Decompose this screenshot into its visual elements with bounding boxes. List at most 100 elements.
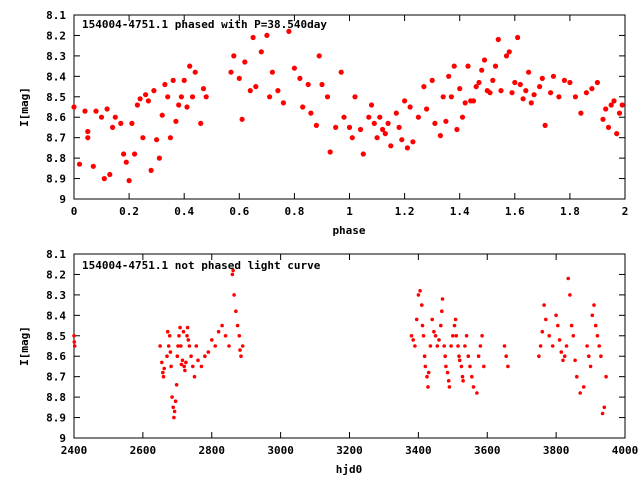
y-tick-label: 8.8: [46, 152, 66, 165]
data-point: [239, 354, 243, 359]
data-point: [428, 344, 433, 348]
data-point: [556, 323, 560, 328]
y-axis-label: I[mag]: [18, 87, 31, 127]
data-point: [247, 88, 253, 94]
data-point: [269, 69, 275, 75]
y-tick-label: 9: [59, 432, 66, 445]
data-point: [539, 75, 545, 81]
data-point: [308, 110, 314, 116]
data-point: [478, 344, 483, 348]
data-point: [457, 86, 463, 92]
data-point: [352, 94, 358, 100]
data-point: [121, 151, 127, 157]
data-point: [396, 124, 402, 130]
data-point: [603, 106, 609, 112]
data-point: [487, 90, 493, 96]
data-point: [480, 334, 484, 338]
data-point: [407, 104, 413, 110]
data-point: [192, 69, 198, 75]
data-point: [173, 399, 178, 404]
data-point: [191, 364, 195, 369]
data-point: [185, 325, 190, 330]
x-tick-label: 0.8: [284, 205, 304, 218]
data-point: [341, 114, 347, 120]
x-tick-label: 3800: [543, 444, 570, 457]
data-point: [181, 329, 186, 334]
data-point: [415, 114, 421, 120]
data-point: [448, 94, 454, 100]
data-point: [118, 120, 124, 126]
x-tick-labels: 2400 2600 2800 3000 3200 3400 3600 3800 4000: [61, 444, 639, 457]
data-point: [583, 90, 590, 96]
data-point: [235, 323, 240, 328]
data-point: [540, 329, 545, 334]
data-point: [437, 133, 443, 139]
y-tick-label: 9: [59, 193, 66, 206]
data-point: [616, 110, 623, 116]
data-point: [198, 120, 204, 126]
data-point: [443, 118, 449, 124]
data-point: [253, 84, 259, 90]
x-tick-label: 3000: [267, 444, 294, 457]
data-point: [409, 334, 414, 338]
x-tick-label: 4000: [612, 444, 639, 457]
data-point: [482, 364, 486, 369]
x-tick-label: 2800: [199, 444, 226, 457]
data-point: [232, 293, 236, 297]
data-point: [71, 104, 77, 110]
tick-marks: [73, 14, 626, 200]
x-tick-label: 0.2: [119, 205, 139, 218]
y-tick-labels: 8.1 8.2 8.3 8.4 8.5 8.6 8.7 8.8 8.9 9: [46, 248, 66, 445]
data-point: [526, 69, 532, 75]
data-point: [567, 79, 573, 86]
data-point: [605, 124, 612, 130]
data-point: [464, 334, 469, 338]
data-point: [600, 411, 605, 416]
data-point: [300, 104, 306, 110]
data-point: [313, 122, 319, 128]
data-point: [172, 409, 177, 414]
data-point: [237, 334, 242, 338]
data-point: [366, 114, 372, 120]
data-point: [206, 350, 211, 354]
data-point: [589, 86, 595, 92]
x-tick-label: 1: [346, 205, 353, 218]
data-point: [578, 110, 584, 116]
data-point: [385, 120, 391, 126]
data-point: [443, 354, 448, 359]
data-point: [459, 114, 466, 120]
data-point: [614, 131, 620, 137]
data-point: [324, 94, 331, 100]
y-tick-label: 8.5: [46, 91, 66, 104]
data-point: [435, 344, 440, 348]
data-point: [179, 362, 184, 367]
data-point: [216, 329, 221, 334]
data-point: [451, 334, 455, 338]
data-point: [418, 289, 422, 293]
data-point: [178, 325, 182, 330]
data-point: [179, 344, 183, 348]
data-point: [433, 334, 438, 338]
data-point: [476, 79, 482, 86]
data-point: [531, 92, 537, 98]
data-point: [156, 155, 162, 161]
data-point: [566, 276, 570, 281]
data-point: [421, 334, 426, 338]
data-point: [349, 135, 355, 141]
data-point: [286, 28, 292, 34]
data-point: [185, 334, 189, 338]
data-point: [420, 323, 425, 328]
data-point: [498, 88, 504, 94]
data-point: [291, 65, 297, 71]
chart-title: 154004-4751.1 phased with P=38.540day: [82, 18, 327, 31]
y-tick-label: 8.9: [46, 412, 66, 425]
data-point: [275, 88, 281, 94]
data-point: [476, 354, 481, 359]
data-point: [72, 334, 76, 338]
data-point: [186, 338, 191, 342]
data-point: [234, 309, 238, 314]
data-point: [597, 344, 601, 348]
x-tick-label: 2600: [130, 444, 157, 457]
data-point: [424, 106, 430, 112]
